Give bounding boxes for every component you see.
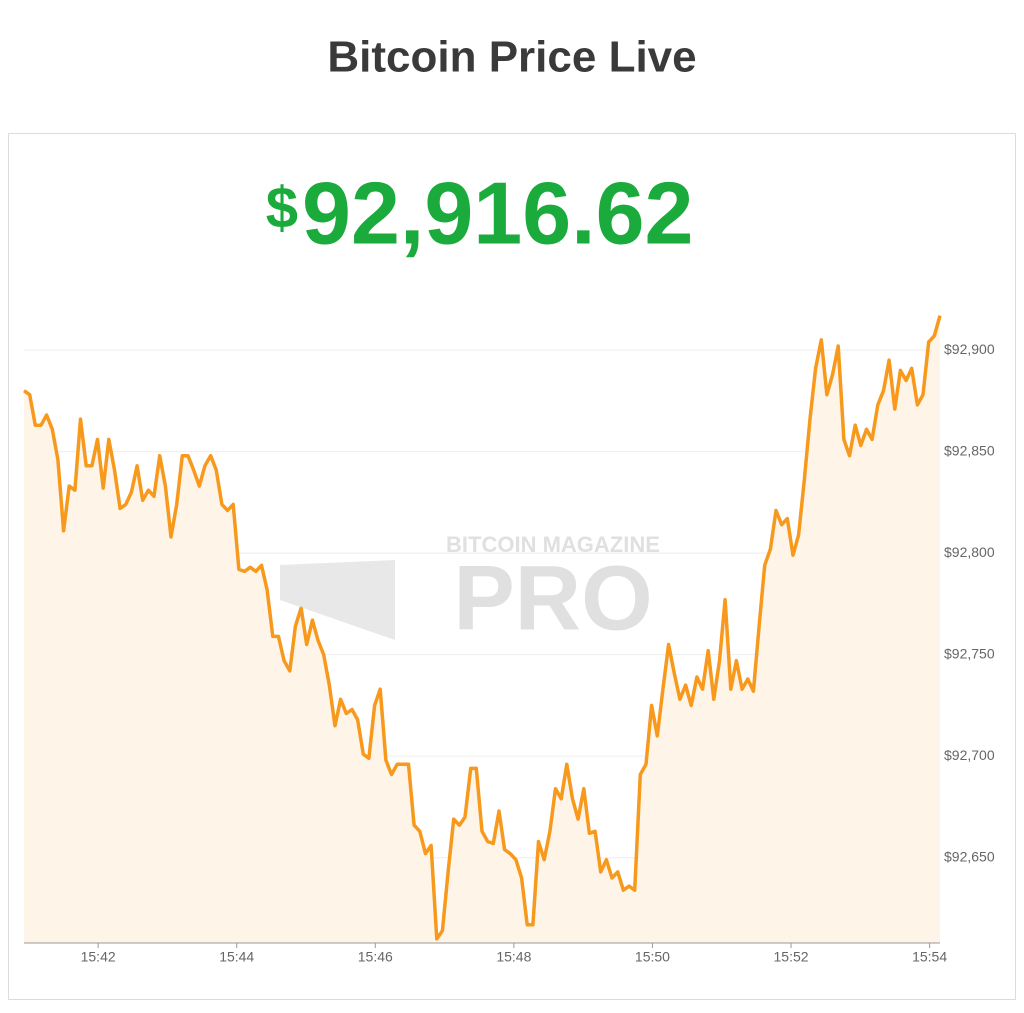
y-tick-label: $92,900: [944, 341, 995, 357]
y-tick-label: $92,650: [944, 848, 995, 864]
y-tick-label: $92,700: [944, 747, 995, 763]
page-title: Bitcoin Price Live: [327, 33, 696, 82]
watermark-logo: [280, 560, 395, 640]
price-line: [22, 315, 942, 941]
x-tick-label: 15:54: [912, 949, 947, 965]
x-tick-label: 15:50: [635, 949, 670, 965]
x-tick-label: 15:42: [81, 949, 116, 965]
watermark-top: BITCOIN MAGAZINE: [446, 532, 660, 557]
watermark: BITCOIN MAGAZINE PRO: [280, 532, 660, 649]
y-tick-label: $92,850: [944, 442, 995, 458]
watermark-main: PRO: [453, 547, 652, 649]
x-tick-label: 15:44: [219, 949, 254, 965]
price-currency: $: [266, 175, 298, 240]
x-tick-label: 15:52: [774, 949, 809, 965]
area: [24, 315, 940, 944]
x-tick-label: 15:48: [496, 949, 531, 965]
y-tick-label: $92,750: [944, 645, 995, 661]
y-tick-label: $92,800: [944, 544, 995, 560]
x-tick-label: 15:46: [358, 949, 393, 965]
price-amount: 92,916.62: [302, 163, 694, 262]
